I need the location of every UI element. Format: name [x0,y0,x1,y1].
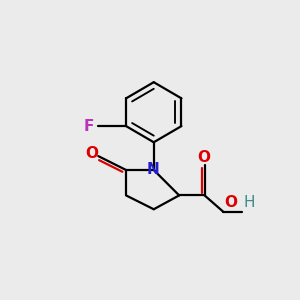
Text: O: O [197,150,210,165]
Text: N: N [146,163,159,178]
Text: F: F [83,118,94,134]
Text: H: H [244,195,255,210]
Text: O: O [85,146,98,161]
Text: O: O [224,195,237,210]
